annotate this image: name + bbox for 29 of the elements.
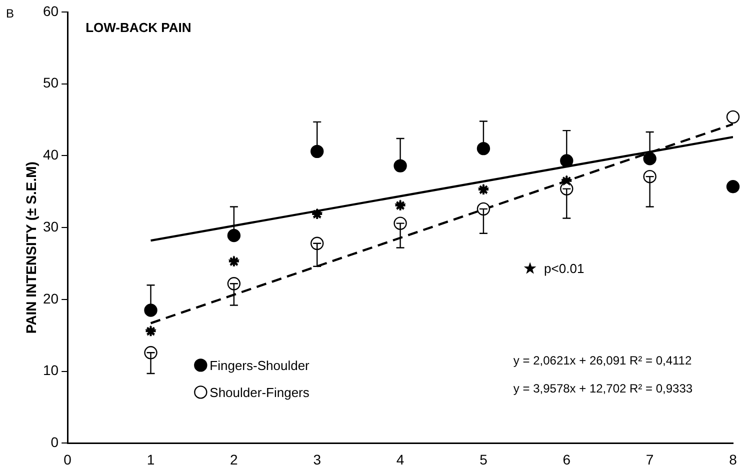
point — [227, 228, 241, 242]
y-tick-label: 50 — [42, 74, 59, 91]
point — [726, 110, 740, 124]
text: B — [6, 6, 14, 20]
point — [476, 142, 490, 156]
legend-label: Shoulder-Fingers — [210, 384, 310, 400]
x-tick-label: 1 — [146, 451, 155, 468]
y-tick-label: 60 — [42, 2, 59, 19]
point — [726, 180, 740, 194]
annotation: y = 3,9578x + 12,702 R² = 0,9333 — [513, 382, 693, 396]
x-tick-label: 0 — [64, 451, 72, 468]
annotation: y = 2,0621x + 26,091 R² = 0,4112 — [513, 354, 692, 368]
x-tick-label: 5 — [480, 451, 488, 468]
y-tick-label: 10 — [42, 362, 59, 378]
x-tick-label: 8 — [729, 451, 738, 468]
point — [310, 144, 324, 158]
y-axis-title: PAIN INTENSITY (± S.E.M) — [22, 162, 39, 334]
y-tick-label: 30 — [42, 218, 59, 234]
y-tick-label: 20 — [42, 290, 59, 306]
x-tick-label: 6 — [562, 451, 571, 468]
x-tick-label: 2 — [230, 451, 238, 468]
y-tick-label: 40 — [42, 146, 59, 163]
legend-label: p<0.01 — [544, 261, 584, 276]
x-tick-label: 4 — [396, 451, 404, 468]
legend-label: Fingers-Shoulder — [210, 358, 310, 373]
x-tick-label: 3 — [313, 451, 322, 468]
text: LOW-BACK PAIN — [86, 20, 192, 36]
x-tick-label: 7 — [646, 451, 654, 468]
y-tick-label: 0 — [50, 434, 59, 450]
